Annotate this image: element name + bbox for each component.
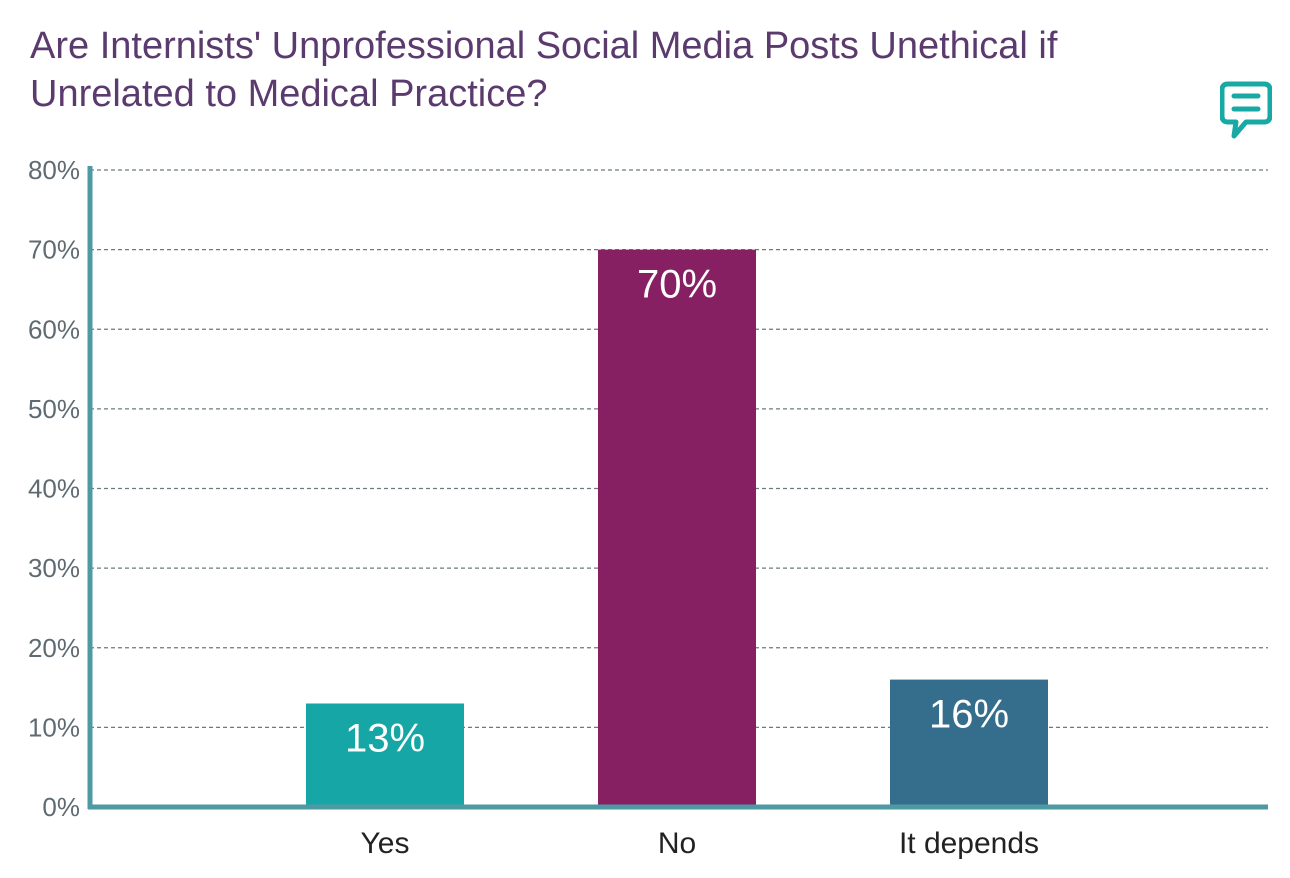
labels: 0% 10% 20% 30% 40% 50% 60% 70% 80% 13% Yes 70% No 16%…: [28, 155, 1039, 860]
bar-it-depends: [890, 679, 1048, 807]
y-tick-label: 20%: [28, 633, 80, 663]
y-tick-label: 10%: [28, 712, 80, 742]
axes: [87, 166, 1268, 810]
bars: [306, 249, 1048, 807]
y-tick-label: 60%: [28, 314, 80, 344]
x-category-label: Yes: [361, 827, 410, 860]
y-tick-label: 80%: [28, 155, 80, 185]
y-tick-label: 70%: [28, 235, 80, 265]
data-label: 70%: [637, 263, 717, 307]
chat-bubble-icon: [1220, 81, 1272, 139]
chart-title: Are Internists' Unprofessional Social Me…: [30, 25, 1058, 115]
data-label: 16%: [929, 693, 1009, 737]
bar-yes: [306, 703, 464, 807]
bar-no: [598, 249, 756, 807]
y-tick-label: 0%: [42, 792, 80, 822]
y-tick-label: 50%: [28, 394, 80, 424]
data-label: 13%: [345, 716, 425, 760]
y-tick-label: 40%: [28, 474, 80, 504]
y-tick-label: 30%: [28, 553, 80, 583]
x-category-label: No: [658, 827, 696, 860]
x-category-label: It depends: [899, 827, 1039, 860]
